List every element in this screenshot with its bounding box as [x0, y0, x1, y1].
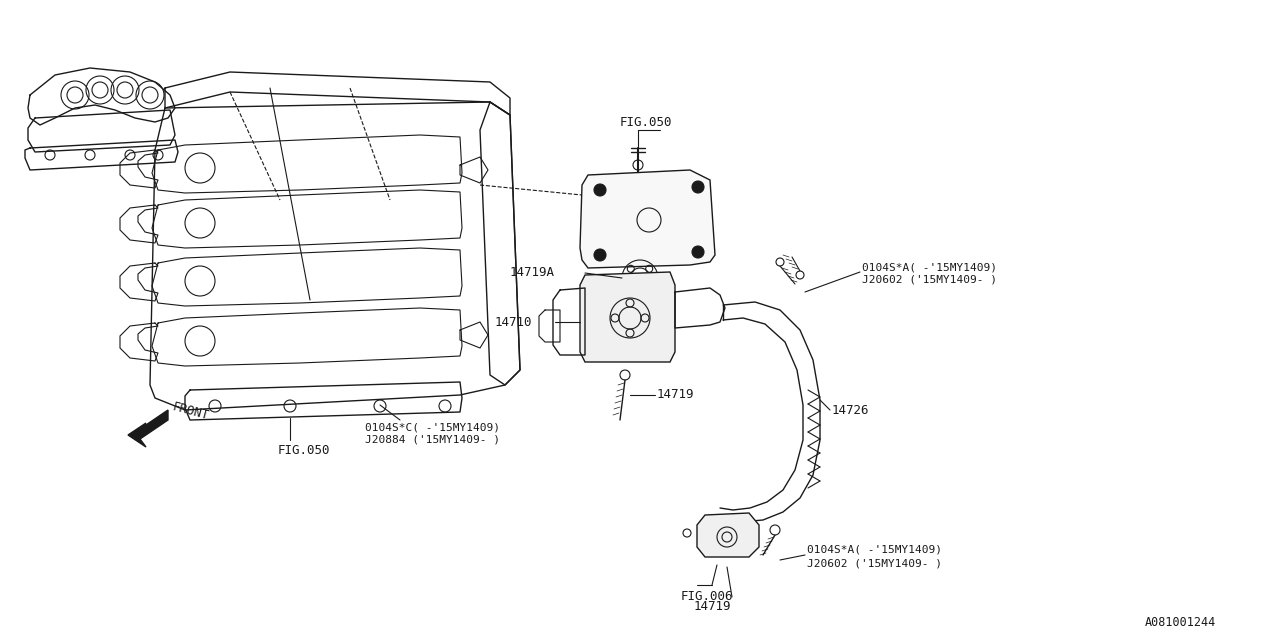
Polygon shape [698, 513, 759, 557]
Text: FIG.006: FIG.006 [681, 591, 733, 604]
Text: FIG.050: FIG.050 [620, 115, 672, 129]
Text: J20602 ('15MY1409- ): J20602 ('15MY1409- ) [806, 558, 942, 568]
Text: FIG.050: FIG.050 [278, 444, 330, 456]
Text: 14719: 14719 [694, 600, 731, 614]
Text: 0104S*A( -'15MY1409): 0104S*A( -'15MY1409) [861, 262, 997, 272]
Polygon shape [580, 272, 675, 362]
Text: 0104S*A( -'15MY1409): 0104S*A( -'15MY1409) [806, 545, 942, 555]
Text: FRONT: FRONT [172, 401, 211, 423]
Text: 14726: 14726 [832, 403, 869, 417]
Text: J20602 ('15MY1409- ): J20602 ('15MY1409- ) [861, 275, 997, 285]
Text: 0104S*C( -'15MY1409): 0104S*C( -'15MY1409) [365, 423, 500, 433]
Text: 14710: 14710 [495, 316, 532, 328]
Circle shape [692, 246, 704, 258]
Text: 14719A: 14719A [509, 266, 556, 280]
Circle shape [594, 184, 605, 196]
Text: 14719: 14719 [657, 388, 695, 401]
Text: J20884 ('15MY1409- ): J20884 ('15MY1409- ) [365, 435, 500, 445]
Polygon shape [580, 170, 716, 268]
Circle shape [594, 249, 605, 261]
Circle shape [692, 181, 704, 193]
Text: A081001244: A081001244 [1146, 616, 1216, 628]
Polygon shape [128, 410, 168, 447]
